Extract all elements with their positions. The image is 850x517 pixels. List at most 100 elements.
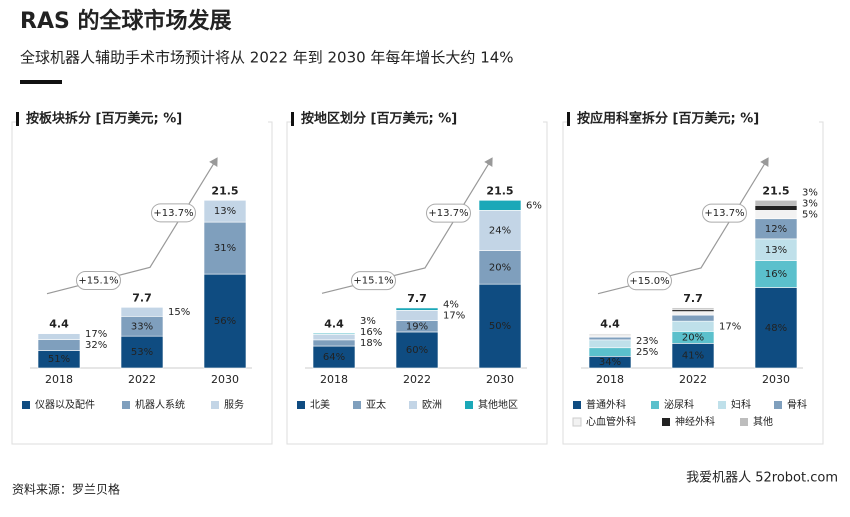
legend-swatch [409,401,417,409]
total-label: 4.4 [324,317,344,330]
panel-marker [567,112,570,126]
value-label: 33% [131,321,153,332]
bar-segment [395,331,439,369]
bar-segment [37,333,81,340]
legend-label: 泌尿科 [664,398,694,411]
legend-label: 仪器以及配件 [35,399,95,411]
value-label: 56% [214,316,236,327]
bar-segment [478,200,522,211]
bar-segment [395,307,439,311]
legend-label: 欧洲 [422,399,442,411]
bar-segment [312,333,356,335]
annotation-box [702,203,747,223]
panel-title-bg [291,110,543,128]
page-subtitle: 全球机器人辅助手术市场预计将从 2022 年到 2030 年每年增长大约 14% [20,49,514,67]
bar-segment [37,339,81,351]
total-label: 21.5 [211,184,238,197]
panel-marker [291,112,294,126]
bar-segment [671,314,715,322]
value-label: 41% [682,351,704,362]
bar-segment [671,320,715,332]
growth-annotation: +13.7% [428,208,468,219]
value-label: 25% [636,347,658,358]
total-label: 21.5 [762,184,789,197]
growth-arrow [321,157,493,294]
bar-segment [754,205,798,211]
total-label: 4.4 [600,318,620,331]
growth-arrow [46,157,218,295]
legend-label: 北美 [310,398,330,411]
total-label: 7.7 [683,292,703,305]
panel-title: 按地区划分 [百万美元; %] [301,111,457,127]
bar-segment [478,210,522,251]
growth-annotation: +13.7% [704,208,744,219]
annotation-box [151,203,196,223]
legend-label: 机器人系统 [135,398,185,411]
value-label: 3% [802,199,818,210]
legend-swatch [211,401,219,409]
bar-segment [671,311,715,316]
annotation-box [76,271,121,291]
value-label: 20% [489,262,511,273]
value-label: 24% [489,225,511,236]
value-label: 50% [489,321,511,332]
bar-segment [754,210,798,220]
bar-segment [588,336,632,341]
panel-marker [16,112,19,126]
bar-segment [478,250,522,285]
value-label: 12% [765,224,787,235]
value-label: 13% [765,245,787,256]
panel-title: 按应用科室拆分 [百万美元; %] [577,111,759,127]
value-label: 20% [682,332,704,343]
source: 资料来源：罗兰贝格 [12,482,120,497]
value-label: 16% [360,327,382,338]
growth-annotation: +13.7% [153,208,193,219]
value-label: 19% [406,321,428,332]
x-tick-label: 2018 [596,373,624,386]
annotation-box [627,271,672,291]
bar-segment [671,307,715,311]
title-underline [20,80,62,84]
annotation-box [351,271,396,291]
bar-segment [203,273,247,369]
bar-segment [395,310,439,321]
legend-swatch [465,401,473,409]
total-label: 7.7 [407,292,427,305]
legend-label: 服务 [224,398,244,411]
growth-annotation: +15.1% [78,276,118,287]
page-title: RAS 的全球市场发展 [20,8,231,34]
value-label: 3% [360,316,376,327]
legend-swatch [353,401,361,409]
panel-title-bg [567,110,819,128]
value-label: 15% [168,307,190,318]
value-label: 3% [802,188,818,199]
legend-swatch [22,401,30,409]
x-tick-label: 2030 [486,373,514,386]
legend-swatch [740,418,748,426]
legend-label: 其他 [753,415,773,428]
legend-swatch [122,401,130,409]
value-label: 17% [719,321,741,332]
value-label: 4% [443,299,459,310]
x-tick-label: 2030 [211,373,239,386]
value-label: 5% [802,210,818,221]
panel-title: 按板块拆分 [百万美元; %] [26,111,182,127]
total-label: 21.5 [486,184,513,197]
bar-segment [588,333,632,336]
value-label: 6% [526,200,542,211]
value-label: 51% [48,354,70,365]
x-tick-label: 2018 [320,373,348,386]
legend-swatch [774,401,782,409]
legend-label: 神经外科 [675,415,715,428]
growth-annotation: +15.0% [629,276,669,287]
legend-label: 普通外科 [586,398,626,411]
value-label: 16% [765,269,787,280]
x-tick-label: 2022 [679,373,707,386]
value-label: 64% [323,352,345,363]
legend-swatch [662,418,670,426]
bar-segment [203,200,247,223]
value-label: 23% [636,336,658,347]
x-tick-label: 2030 [762,373,790,386]
bar-segment [120,335,164,369]
